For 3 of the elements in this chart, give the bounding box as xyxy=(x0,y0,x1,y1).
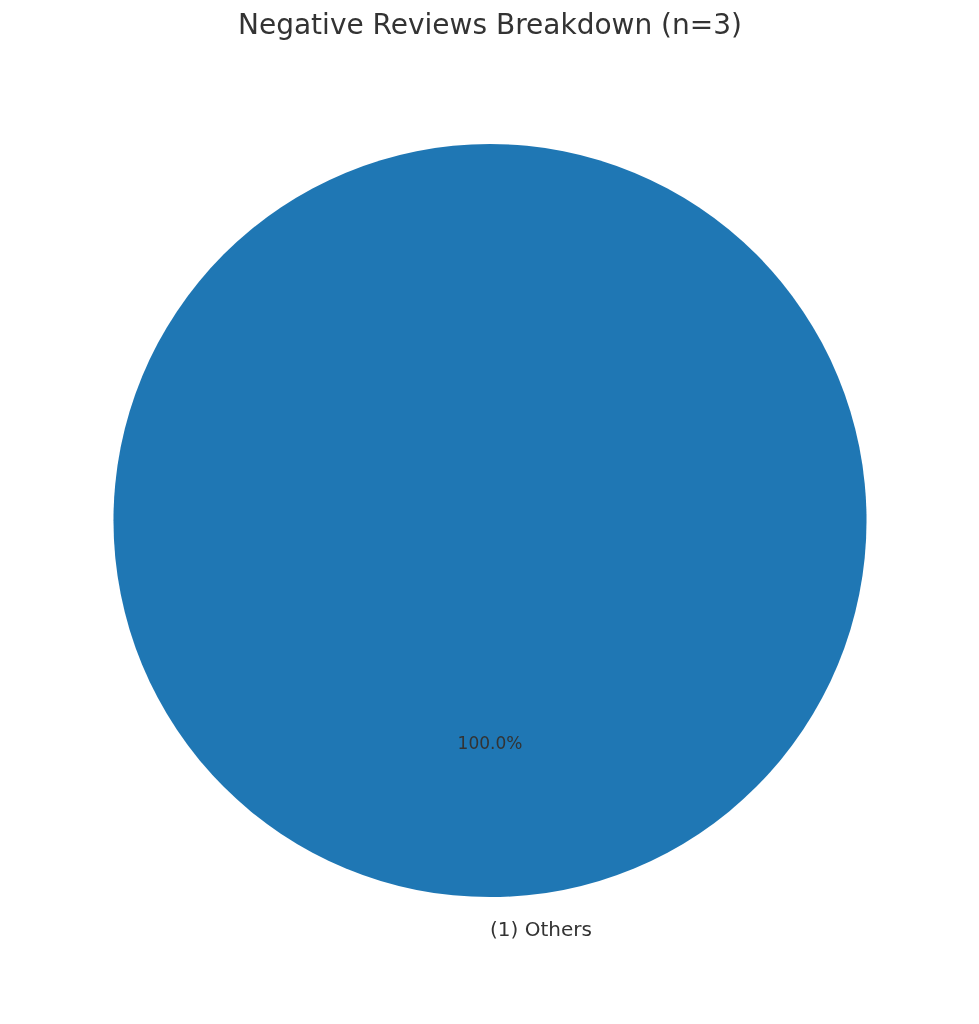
slice-label: (1) Others xyxy=(490,916,592,941)
data-label: 100.0% xyxy=(457,733,523,754)
chart-title: Negative Reviews Breakdown (n=3) xyxy=(238,7,742,41)
